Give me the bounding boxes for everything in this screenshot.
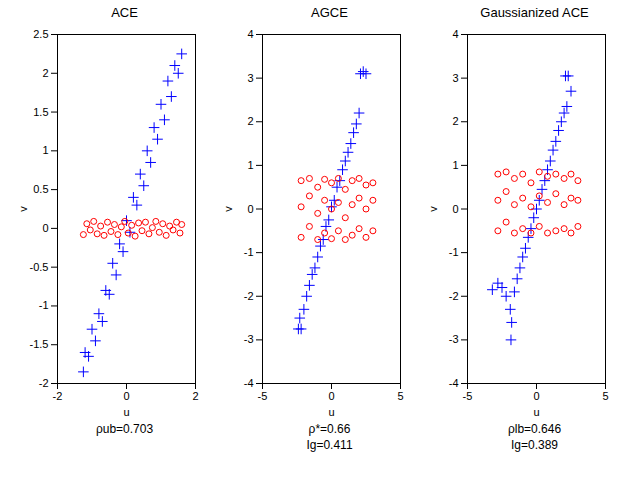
svg-text:1: 1 (452, 159, 458, 171)
svg-text:2: 2 (192, 390, 198, 402)
html-text:Ig=0.411: Ig=0.411 (306, 438, 353, 452)
svg-text:2.5: 2.5 (33, 28, 48, 40)
svg-text:-2: -2 (53, 390, 63, 402)
svg-text:v: v (17, 206, 29, 212)
svg-text:0: 0 (533, 390, 539, 402)
html-text:ρub=0.703: ρub=0.703 (95, 422, 154, 436)
svg-text:-4: -4 (244, 377, 254, 389)
svg-text:5: 5 (602, 390, 608, 402)
svg-text:-4: -4 (449, 377, 459, 389)
html-text:ρ*=0.66: ρ*=0.66 (308, 422, 351, 436)
svg-text:0: 0 (452, 203, 458, 215)
html-text:ρlb=0.646: ρlb=0.646 (507, 422, 562, 436)
svg-text:2: 2 (452, 115, 458, 127)
svg-text:1.5: 1.5 (33, 106, 48, 118)
svg-text:-0.5: -0.5 (30, 261, 49, 273)
svg-text:0: 0 (123, 390, 129, 402)
svg-text:2: 2 (247, 115, 253, 127)
svg-text:u: u (533, 406, 539, 418)
svg-text:-5: -5 (463, 390, 473, 402)
svg-text:4: 4 (247, 28, 253, 40)
svg-text:v: v (427, 206, 439, 212)
svg-text:-3: -3 (244, 333, 254, 345)
svg-text:-1: -1 (39, 299, 49, 311)
svg-text:3: 3 (452, 72, 458, 84)
svg-text:-3: -3 (449, 333, 459, 345)
svg-text:-5: -5 (258, 390, 268, 402)
svg-text:-2: -2 (449, 290, 459, 302)
svg-text:0: 0 (328, 390, 334, 402)
svg-text:5: 5 (397, 390, 403, 402)
svg-text:0: 0 (42, 222, 48, 234)
svg-text:0: 0 (247, 203, 253, 215)
svg-text:-1: -1 (244, 246, 254, 258)
svg-text:u: u (328, 406, 334, 418)
svg-text:1: 1 (42, 144, 48, 156)
svg-text:4: 4 (452, 28, 458, 40)
svg-text:3: 3 (247, 72, 253, 84)
svg-text:-1: -1 (449, 246, 459, 258)
html-text:ACE: ACE (111, 5, 138, 20)
svg-text:u: u (123, 406, 129, 418)
html-text:Gaussianized ACE: Gaussianized ACE (480, 5, 589, 20)
svg-text:-2: -2 (244, 290, 254, 302)
html-text:Ig=0.389: Ig=0.389 (511, 438, 558, 452)
svg-text:0.5: 0.5 (33, 183, 48, 195)
svg-text:v: v (222, 206, 234, 212)
svg-text:1: 1 (247, 159, 253, 171)
svg-text:-2: -2 (39, 377, 49, 389)
svg-text:2: 2 (42, 67, 48, 79)
svg-text:-1.5: -1.5 (30, 338, 49, 350)
html-text:AGCE: AGCE (311, 5, 348, 20)
